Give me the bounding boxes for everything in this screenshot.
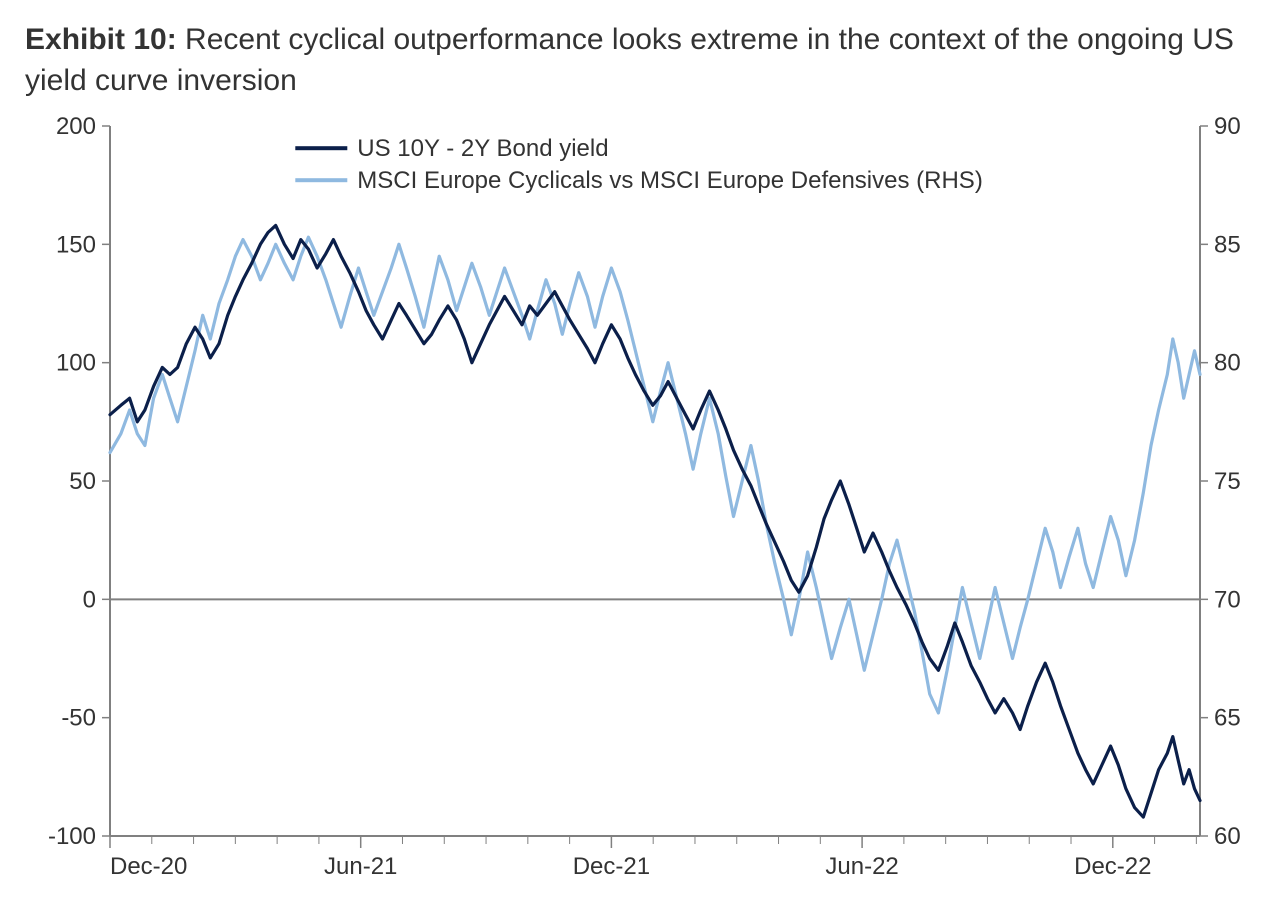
right-tick-label: 60 [1214,823,1241,850]
legend-label: MSCI Europe Cyclicals vs MSCI Europe Def… [357,167,983,194]
x-tick-label: Dec-21 [573,853,650,880]
right-tick-label: 80 [1214,350,1241,377]
left-tick-label: 200 [56,113,96,140]
legend-label: US 10Y - 2Y Bond yield [357,135,608,162]
right-tick-label: 75 [1214,468,1241,495]
title-text: Recent cyclical outperformance looks ext… [25,23,1234,97]
left-tick-label: -100 [48,823,96,850]
left-tick-label: 150 [56,231,96,258]
left-tick-label: 50 [69,468,96,495]
left-tick-label: -50 [61,705,96,732]
x-tick-label: Dec-22 [1074,853,1151,880]
series-line [110,237,1200,713]
right-tick-label: 90 [1214,113,1241,140]
series-line [110,225,1200,817]
right-tick-label: 85 [1214,231,1241,258]
right-tick-label: 65 [1214,705,1241,732]
legend-swatch [295,146,347,150]
x-tick-label: Jun-21 [324,853,397,880]
x-tick-label: Dec-20 [110,853,187,880]
chart-title: Exhibit 10: Recent cyclical outperforman… [25,20,1255,101]
exhibit-container: Exhibit 10: Recent cyclical outperforman… [0,0,1280,907]
chart-svg: -100 -50 0 50 100 150 200 60 65 70 75 80 85 90 Dec-20 J… [25,111,1255,881]
legend-swatch [295,178,347,182]
chart-area: -100 -50 0 50 100 150 200 60 65 70 75 80 85 90 Dec-20 J… [25,111,1255,881]
right-tick-label: 70 [1214,586,1241,613]
x-tick-label: Jun-22 [825,853,898,880]
left-tick-label: 0 [83,586,96,613]
title-prefix: Exhibit 10: [25,23,177,56]
left-tick-label: 100 [56,350,96,377]
